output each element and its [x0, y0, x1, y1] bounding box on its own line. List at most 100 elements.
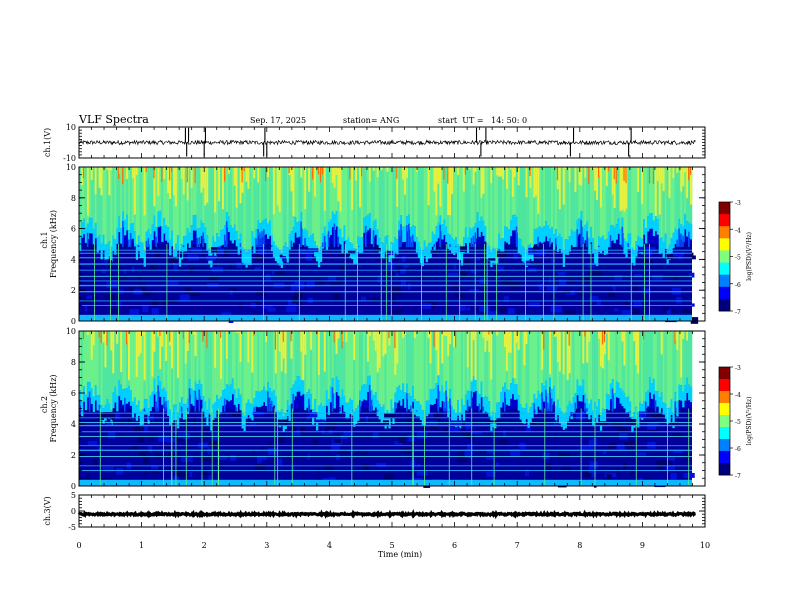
ch2-spectrogram-transition: [292, 384, 295, 401]
ch1-spectrogram-transition: [599, 237, 603, 254]
ch1-spectrogram-blue-spike: [549, 238, 551, 248]
ch2-spectrogram-mottle: [139, 450, 150, 454]
ch2-spectrogram-yellow-streak: [482, 331, 485, 338]
ch2-spectrogram-yellow-streak: [474, 331, 477, 380]
ch2-spectrogram-blue-spike: [545, 389, 547, 412]
ch1-spectrogram-mottle: [621, 310, 631, 316]
ch2-spectrogram-blue-spike: [550, 398, 553, 412]
ch2-spectrogram-mottle: [87, 440, 98, 446]
ch1-spectrogram-transition: [556, 236, 560, 252]
ch1-spectrogram-mottle: [327, 275, 337, 282]
ch1-spectrogram-mottle: [190, 292, 200, 296]
ch1-spectrogram-yellow-streak: [498, 167, 501, 177]
ch2-spectrogram-yellow-streak: [556, 331, 560, 363]
ch1-spectrogram-yellow-streak: [206, 167, 209, 203]
ch1-spectrogram-upper: [643, 167, 646, 220]
ch1-spectrogram-mottle: [662, 306, 670, 311]
ch1-spectrogram-transition: [300, 212, 303, 228]
ch1-spectrogram-upper: [382, 167, 385, 244]
ch2-spectrogram-upper: [635, 331, 638, 407]
ch1-spectrogram-upper: [282, 167, 285, 247]
ch1-spectrogram-upper: [458, 167, 462, 245]
ch2-spectrogram-mottle: [277, 458, 283, 466]
ch1-spectrogram-mottle: [496, 266, 505, 272]
ch1-spectrogram-mottle: [608, 290, 615, 297]
ch2-spectrogram-upper: [445, 331, 448, 382]
ch2-spectrogram-mottle: [485, 456, 493, 460]
ch2-spectrogram-mottle: [335, 454, 340, 461]
ch1-spectrogram-upper: [225, 167, 229, 213]
ch2-spectrogram-upper: [627, 331, 630, 397]
ch2-spectrogram-mottle: [525, 427, 532, 433]
ch2-spectrogram-upper: [662, 331, 665, 403]
ch1-spectrogram-upper: [386, 167, 389, 236]
ch2-spectrogram-upper: [484, 331, 487, 397]
ch2-spectrogram-upper: [237, 331, 240, 389]
ch1-spectrogram-transition: [153, 215, 156, 232]
ch2-spectrogram-mottle: [362, 463, 369, 470]
ch1-spectrogram-upper: [394, 167, 397, 238]
ch2-spectrogram-transition: [646, 390, 650, 407]
ch2-spectrogram-blue-spike: [466, 399, 469, 412]
ch1-spectrogram-upper: [521, 167, 524, 247]
ch1-spectrogram-blue-spike: [372, 230, 375, 248]
ch1-spectrogram-transition: [409, 227, 413, 243]
ch2-spectrogram-transition: [488, 401, 491, 417]
ch1-spectrogram-mottle: [666, 254, 674, 260]
ch1-spectrogram-yellow-streak: [637, 167, 640, 192]
ch1-spectrogram-ylabel: Frequency (kHz): [49, 210, 58, 278]
ch2-spectrogram-transition: [243, 415, 246, 432]
ch2-spectrogram-yellow-streak: [157, 331, 160, 337]
ch3-waveform-ylabel: ch.3(V): [43, 496, 52, 525]
ch2-spectrogram-upper: [80, 331, 84, 401]
ch2-spectrogram-orange-streak: [106, 331, 108, 346]
ch1-spectrogram-transition: [615, 224, 618, 240]
ch2-spectrogram-upper: [355, 331, 358, 409]
ch1-spectrogram-upper: [333, 167, 336, 215]
ch2-spectrogram-upper: [386, 331, 389, 411]
ch2-spectrogram-upper: [174, 331, 178, 405]
ch1-spectrogram-mottle: [666, 308, 675, 313]
ch2-spectrogram-mottle: [127, 416, 130, 424]
ch2-spectrogram-transition: [613, 393, 616, 409]
ch1-spectrogram-mottle: [689, 252, 694, 257]
ch1-spectrogram-ytick-label: 8: [71, 194, 76, 203]
ch2-spectrogram-yellow-streak: [633, 331, 636, 342]
ch2-spectrogram-upper: [124, 331, 127, 389]
ch2-spectrogram-upper: [359, 331, 362, 391]
ch2-spectrogram-upper: [425, 331, 428, 401]
ch1-spectrogram-mottle: [298, 249, 306, 253]
ch1-spectrogram-orange-streak: [443, 167, 445, 180]
ch1-spectrogram-transition: [112, 235, 115, 252]
ch2-spectrogram-yellow-streak: [503, 331, 507, 347]
ch2-spectrogram-blue-spike: [188, 388, 191, 412]
ch1-spectrogram-upper: [464, 167, 468, 228]
ch1-spectrogram-yellow-streak: [110, 167, 113, 171]
ch1-spectrogram-mottle: [184, 287, 192, 295]
ch2-spectrogram-transition: [427, 400, 430, 417]
ch2-spectrogram-upper: [131, 331, 135, 402]
ch1-spectrogram-yellow-streak: [126, 167, 129, 180]
ch1-spectrogram-yellow-streak: [668, 167, 671, 199]
ch1-spectrogram-mottle: [390, 272, 394, 277]
ch2-spectrogram-yellow-streak: [323, 331, 327, 372]
ch1-spectrogram-mottle: [120, 275, 128, 280]
ch1-spectrogram-yellow-streak: [535, 167, 538, 196]
ch2-spectrogram-upper: [409, 331, 413, 397]
ch2-spectrogram-mottle: [257, 459, 262, 464]
ch1-spectrogram-mottle: [507, 308, 515, 314]
ch1-spectrogram-yellow-streak: [447, 167, 450, 216]
ch1-spectrogram-yellow-streak: [496, 167, 499, 176]
ch1-spectrogram-mottle: [488, 257, 496, 261]
ch1-spectrogram-transition: [257, 220, 260, 236]
ch2-spectrogram-upper: [453, 331, 456, 410]
ch1-spectrogram-upper: [592, 167, 595, 239]
ch2-spectrogram-upper: [494, 331, 497, 413]
ch1-spectrogram-transition: [650, 213, 654, 229]
ch2-spectrogram-yellow-streak: [427, 331, 430, 339]
ch2-spectrogram-yellow-streak: [597, 331, 601, 339]
ch2-spectrogram-upper: [486, 331, 489, 398]
ch1-spectrogram-transition: [545, 221, 548, 237]
ch2-spectrogram-blue-spike: [629, 410, 631, 412]
ch2-spectrogram-upper: [380, 331, 383, 408]
